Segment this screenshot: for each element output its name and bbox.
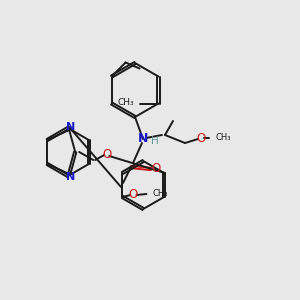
Text: H: H <box>151 136 159 146</box>
Text: CH₃: CH₃ <box>118 98 134 107</box>
Text: O: O <box>129 188 138 202</box>
Text: N: N <box>66 172 75 182</box>
Text: O: O <box>103 148 112 161</box>
Text: CH₃: CH₃ <box>215 133 230 142</box>
Text: CH₃: CH₃ <box>152 190 168 199</box>
Text: O: O <box>196 133 206 146</box>
Text: N: N <box>66 122 75 132</box>
Text: N: N <box>138 133 148 146</box>
Text: O: O <box>152 163 160 176</box>
